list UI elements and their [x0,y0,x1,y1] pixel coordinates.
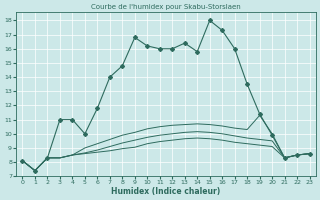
Title: Courbe de l'humidex pour Skabu-Storslaen: Courbe de l'humidex pour Skabu-Storslaen [91,4,241,10]
X-axis label: Humidex (Indice chaleur): Humidex (Indice chaleur) [111,187,221,196]
